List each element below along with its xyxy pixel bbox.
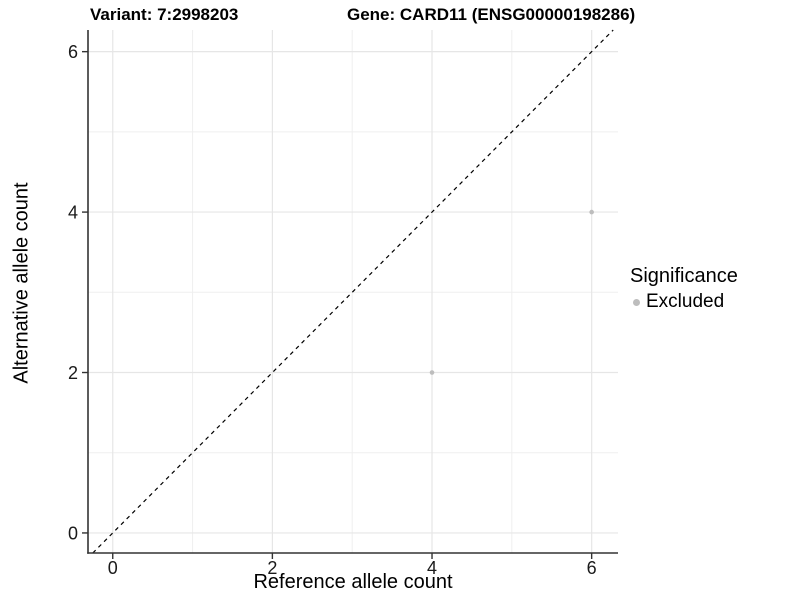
data-point [589, 209, 594, 215]
x-axis-title: Reference allele count [253, 571, 453, 593]
legend-point-swatch [633, 298, 640, 306]
legend: Significance Excluded [630, 264, 738, 313]
legend-item-label: Excluded [646, 291, 725, 312]
plot-title-gene: Gene: CARD11 (ENSG00000198286) [347, 5, 636, 24]
x-tick-label: 6 [587, 558, 597, 578]
x-tick-label: 2 [267, 558, 277, 578]
y-axis-title: Alternative allele count [10, 182, 33, 384]
y-tick-label: 4 [68, 203, 78, 223]
x-tick-label: 0 [108, 558, 118, 578]
data-point [429, 370, 435, 375]
y-tick-label: 2 [68, 363, 78, 383]
legend-item-excluded: Excluded [630, 291, 738, 313]
x-tick-label: 4 [427, 558, 437, 578]
y-tick-label: 6 [68, 42, 78, 62]
legend-title: Significance [630, 265, 738, 287]
identity-line [92, 29, 614, 554]
plot-title-variant: Variant: 7:2998203 [90, 5, 239, 24]
y-tick-label: 0 [68, 523, 78, 543]
